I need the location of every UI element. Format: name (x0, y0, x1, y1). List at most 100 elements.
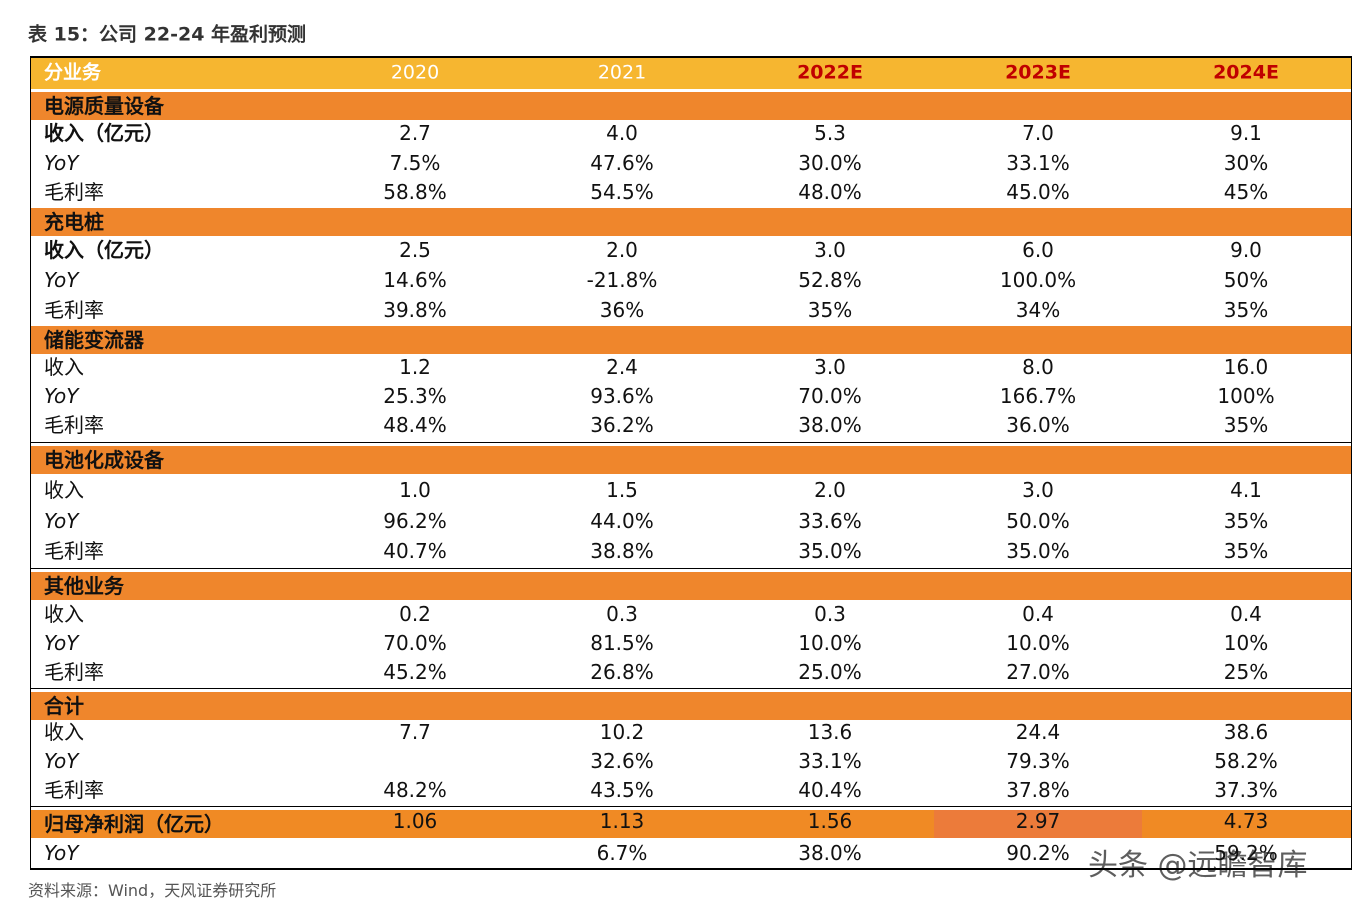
row-label: YoY (44, 749, 79, 773)
header-cell: 2020 (390, 61, 440, 84)
divider (30, 442, 1352, 443)
cell-value: 30% (1223, 151, 1269, 175)
cell-value: 0.3 (606, 602, 638, 626)
cell-value: 58.2% (1214, 749, 1278, 773)
cell-value: 4.1 (1230, 478, 1262, 502)
cell-value: 45% (1223, 180, 1269, 204)
section-bg (30, 208, 1352, 236)
cell-value: 0.4 (1022, 602, 1054, 626)
cell-value: 2.97 (1015, 809, 1061, 833)
row-label: 毛利率 (44, 660, 104, 684)
row-label: 收入 (44, 478, 84, 502)
cell-value: 3.0 (1022, 478, 1054, 502)
row-label: 收入 (44, 355, 84, 379)
row-label: 毛利率 (44, 298, 104, 322)
section-name: 储能变流器 (44, 328, 144, 352)
divider (30, 688, 1352, 689)
cell-value: 35% (1223, 509, 1269, 533)
cell-value: 45.0% (1006, 180, 1070, 204)
cell-value: 79.3% (1006, 749, 1070, 773)
section-bg (30, 446, 1352, 474)
cell-value: 1.06 (392, 809, 438, 833)
cell-value: 36.2% (590, 413, 654, 437)
cell-value: 33.1% (1006, 151, 1070, 175)
row-label: YoY (44, 509, 79, 533)
cell-value: 45.2% (383, 660, 447, 684)
cell-value: 47.6% (590, 151, 654, 175)
cell-value: 166.7% (999, 384, 1077, 408)
cell-value: 1.0 (399, 478, 431, 502)
cell-value: 70.0% (798, 384, 862, 408)
cell-value: 38.0% (798, 413, 862, 437)
cell-value: 2.4 (606, 355, 638, 379)
cell-value: 33.1% (798, 749, 862, 773)
cell-value: 37.3% (1214, 778, 1278, 802)
cell-value: 9.0 (1230, 238, 1262, 262)
cell-value: 36% (599, 298, 645, 322)
section-bg (30, 326, 1352, 354)
section-bg (30, 692, 1352, 720)
cell-value: 48.4% (383, 413, 447, 437)
cell-value: 43.5% (590, 778, 654, 802)
cell-value: 0.3 (814, 602, 846, 626)
cell-value: 2.5 (399, 238, 431, 262)
row-label: 归母净利润（亿元） (44, 812, 224, 836)
cell-value: 5.3 (814, 121, 846, 145)
row-label: YoY (44, 631, 79, 655)
cell-value: 36.0% (1006, 413, 1070, 437)
row-label: YoY (44, 384, 79, 408)
row-label: 毛利率 (44, 180, 104, 204)
net-profit-bg (30, 810, 1352, 838)
cell-value: 40.7% (383, 539, 447, 563)
cell-value: 90.2% (1006, 841, 1070, 865)
cell-value: 3.0 (814, 355, 846, 379)
cell-value: 27.0% (1006, 660, 1070, 684)
divider (30, 806, 1352, 807)
cell-value: 1.5 (606, 478, 638, 502)
table-border-bottom (30, 868, 1352, 870)
cell-value: 35.0% (1006, 539, 1070, 563)
row-label: YoY (44, 151, 79, 175)
cell-value: 100.0% (999, 268, 1077, 292)
cell-value: 32.6% (590, 749, 654, 773)
section-name: 充电桩 (44, 210, 104, 234)
cell-value: 0.2 (399, 602, 431, 626)
cell-value: 40.4% (798, 778, 862, 802)
cell-value: 48.2% (383, 778, 447, 802)
cell-value: 35.0% (798, 539, 862, 563)
watermark: 头条 @远瞻智库 (1088, 848, 1308, 883)
cell-value: 7.7 (399, 720, 431, 744)
cell-value: 4.0 (606, 121, 638, 145)
net-profit-cell-bg (934, 810, 1142, 838)
cell-value: 81.5% (590, 631, 654, 655)
cell-value: 16.0 (1223, 355, 1269, 379)
cell-value: 6.0 (1022, 238, 1054, 262)
cell-value: 38.8% (590, 539, 654, 563)
cell-value: 39.8% (383, 298, 447, 322)
cell-value: 37.8% (1006, 778, 1070, 802)
row-label: 毛利率 (44, 778, 104, 802)
cell-value: 10.2 (599, 720, 645, 744)
cell-value: 10% (1223, 631, 1269, 655)
cell-value: 35% (1223, 539, 1269, 563)
divider (30, 568, 1352, 569)
cell-value: 35% (807, 298, 853, 322)
cell-value: 3.0 (814, 238, 846, 262)
cell-value: 34% (1015, 298, 1061, 322)
table-title: 表 15：公司 22-24 年盈利预测 (28, 23, 307, 46)
cell-value: 10.0% (1006, 631, 1070, 655)
cell-value: 44.0% (590, 509, 654, 533)
cell-value: 13.6 (807, 720, 853, 744)
cell-value: 38.6 (1223, 720, 1269, 744)
cell-value: 58.8% (383, 180, 447, 204)
cell-value: 50.0% (1006, 509, 1070, 533)
cell-value: 35% (1223, 298, 1269, 322)
header-cell: 2024E (1213, 61, 1279, 84)
cell-value: 100% (1217, 384, 1275, 408)
section-bg (30, 92, 1352, 120)
cell-value: 50% (1223, 268, 1269, 292)
cell-value: -21.8% (586, 268, 658, 292)
cell-value: 25% (1223, 660, 1269, 684)
cell-value: 24.4 (1015, 720, 1061, 744)
